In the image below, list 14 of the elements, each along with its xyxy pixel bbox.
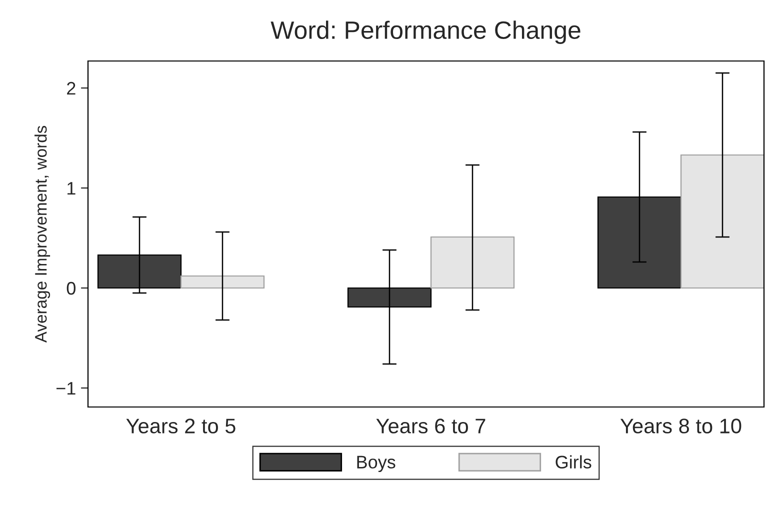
- y-tick-label: 1: [68, 182, 76, 195]
- bar: [180, 275, 265, 289]
- legend-label: Boys: [357, 456, 396, 472]
- y-tick-label: 0: [66, 282, 76, 295]
- x-tick-label: Years 6 to 7: [376, 418, 486, 434]
- y-tick-label: −1: [56, 382, 76, 395]
- x-tick-label: Years 2 to 5: [126, 418, 236, 434]
- y-tick-label: 2: [67, 82, 76, 95]
- y-axis-title: Average Improvement, words: [34, 126, 50, 343]
- chart-title: Word: Performance Change: [270, 20, 580, 44]
- bar: [680, 154, 764, 289]
- x-tick-label: Years 8 to 10: [620, 418, 742, 434]
- bar: [430, 236, 515, 289]
- legend-label: Girls: [556, 455, 592, 468]
